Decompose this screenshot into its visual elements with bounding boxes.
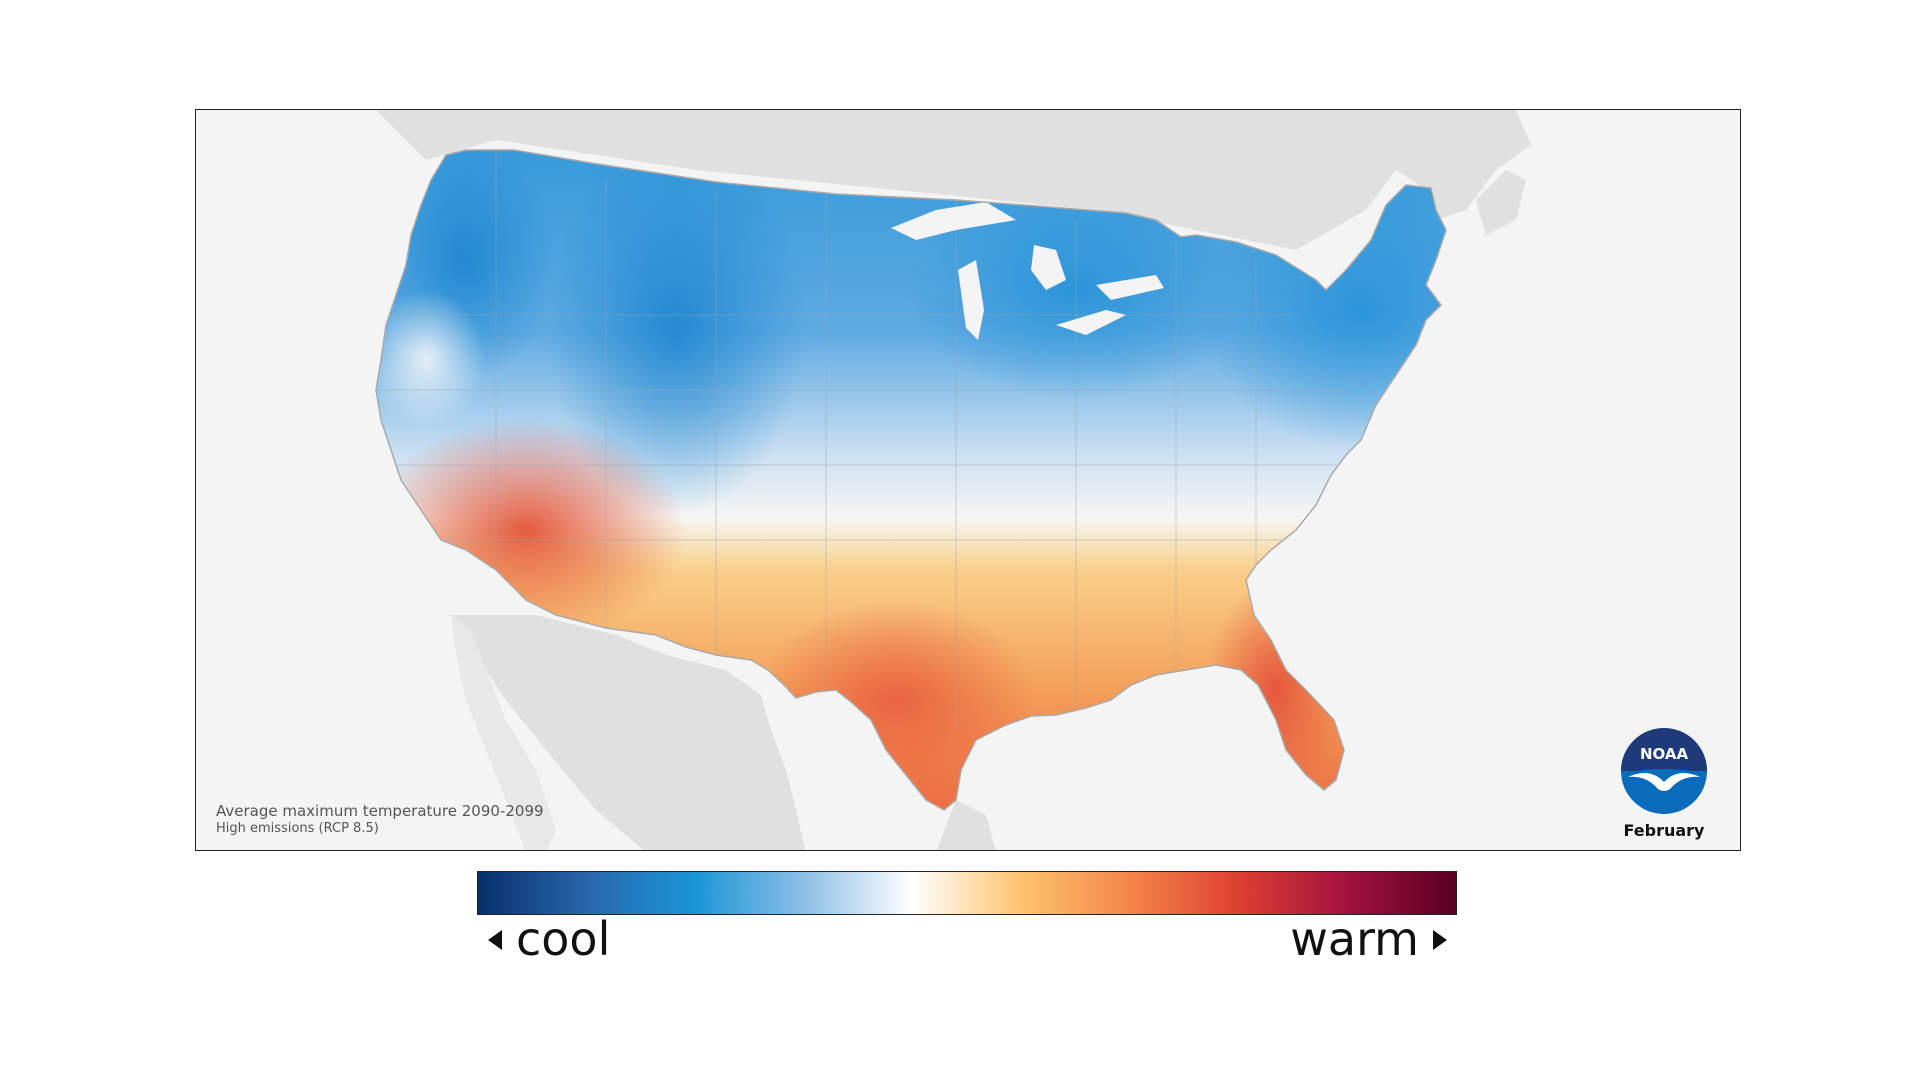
- month-label: February: [1623, 821, 1705, 840]
- color-scale-bar: [477, 871, 1457, 915]
- right-arrow-icon: [1433, 929, 1447, 950]
- great-lakes: [891, 202, 1164, 340]
- map-panel: Average maximum temperature 2090-2099 Hi…: [195, 109, 1741, 851]
- cool-text: cool: [516, 912, 611, 966]
- noaa-logo-block: NOAA February: [1614, 727, 1714, 840]
- noaa-logo-text: NOAA: [1640, 745, 1689, 763]
- noaa-logo-icon: NOAA: [1621, 728, 1707, 814]
- temperature-map: [375, 110, 1531, 850]
- warm-label: warm: [1290, 912, 1447, 966]
- caption-scenario: High emissions (RCP 8.5): [216, 821, 379, 837]
- warm-text: warm: [1290, 912, 1419, 966]
- map-caption: Average maximum temperature 2090-2099 Hi…: [216, 802, 544, 838]
- left-arrow-icon: [488, 929, 502, 950]
- cool-label: cool: [488, 912, 610, 966]
- caption-title: Average maximum temperature 2090-2099: [216, 801, 544, 820]
